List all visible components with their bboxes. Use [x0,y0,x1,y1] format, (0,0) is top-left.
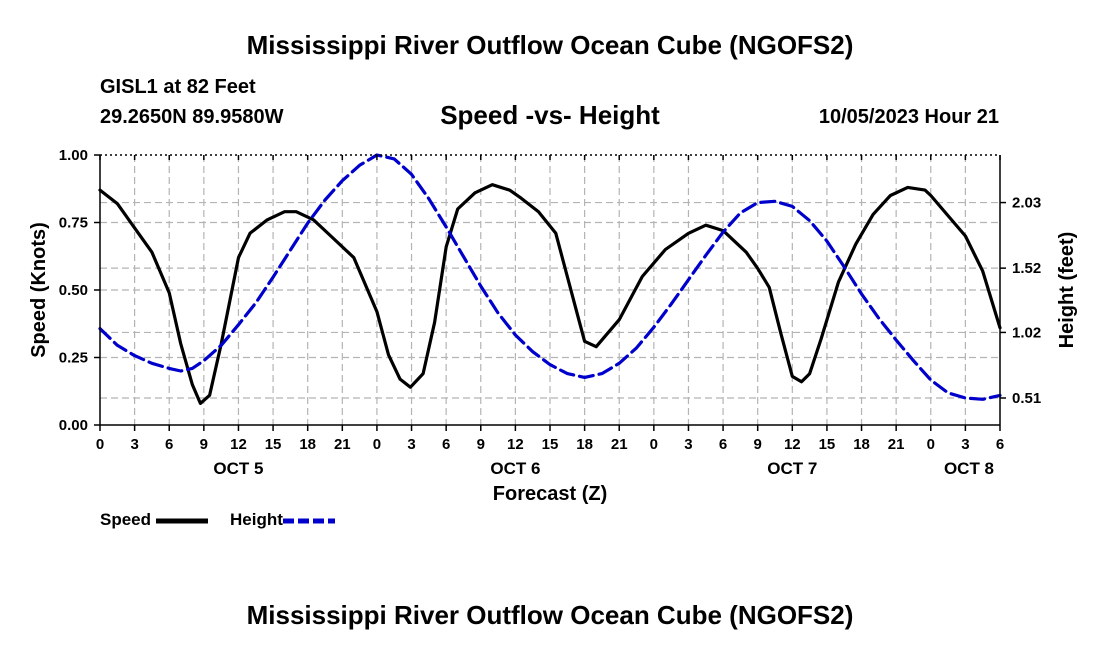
x-tick-label: 21 [334,436,351,453]
x-tick-label: 15 [819,436,836,453]
x-tick-label: 6 [165,436,173,453]
x-tick-label: 6 [996,436,1004,453]
x-tick-label: 3 [684,436,692,453]
day-label: OCT 8 [944,459,994,478]
series-height-line [98,153,1002,401]
series-layer [98,153,1002,405]
x-tick-label: 9 [200,436,208,453]
y-tick-label: 0.75 [59,215,88,232]
x-tick-label: 12 [784,436,801,453]
legend-speed-swatch [155,518,208,524]
legend-height-label: Height [230,510,283,529]
x-tick-label: 3 [961,436,969,453]
station-coordinates: 29.2650N 89.9580W [100,106,284,128]
legend-height-swatch [282,518,335,524]
x-tick-label: 21 [611,436,628,453]
y-tick-label: 0.25 [59,350,88,367]
day-label: OCT 5 [213,459,263,478]
x-tick-label: 6 [442,436,450,453]
x-tick-label: 15 [542,436,559,453]
y-tick-label: 0.50 [59,282,88,299]
x-tick-label: 18 [576,436,593,453]
grid [100,155,1000,425]
x-tick-label: 6 [719,436,727,453]
legend-speed: Speed [100,510,208,530]
x-tick-label: 0 [96,436,104,453]
x-tick-label: 0 [927,436,935,453]
footer-title: Mississippi River Outflow Ocean Cube (NG… [246,600,854,630]
forecast-datetime: 10/05/2023 Hour 21 [818,106,999,128]
legend-height: Height [230,510,335,530]
x-tick-label: 21 [888,436,905,453]
x-tick-label: 0 [650,436,658,453]
x-tick-label: 15 [265,436,282,453]
y2-tick-label: 1.52 [1012,260,1041,277]
x-axis-label: Forecast (Z) [493,483,607,505]
y-axis-label: Speed (Knots) [28,222,50,358]
x-tick-label: 18 [853,436,870,453]
y2-tick-label: 2.03 [1012,195,1041,212]
chart-title: Mississippi River Outflow Ocean Cube (NG… [246,30,854,60]
x-tick-label: 9 [477,436,485,453]
x-tick-label: 12 [507,436,524,453]
day-label: OCT 6 [490,459,540,478]
y2-tick-label: 1.02 [1012,324,1041,341]
y-tick-label: 0.00 [59,417,88,434]
x-tick-label: 0 [373,436,381,453]
y-tick-label: 1.00 [59,147,88,164]
station-label: GISL1 at 82 Feet [100,76,256,98]
series-speed-line [98,183,1002,405]
axis-ticks: 0 3 6 9 12 15 18 21 0 3 6 9 12 15 18 21 0 3 6 9 12 15 18 21 0 3 6O… [59,147,1041,478]
legend-speed-label: Speed [100,510,152,529]
x-tick-label: 3 [130,436,138,453]
chart-subtitle: Speed -vs- Height [440,100,660,130]
y2-tick-label: 0.51 [1012,390,1041,407]
x-tick-label: 18 [299,436,316,453]
x-tick-label: 3 [407,436,415,453]
day-label: OCT 7 [767,459,817,478]
y2-axis-label: Height (feet) [1056,232,1078,349]
x-tick-label: 9 [754,436,762,453]
x-tick-label: 12 [230,436,247,453]
